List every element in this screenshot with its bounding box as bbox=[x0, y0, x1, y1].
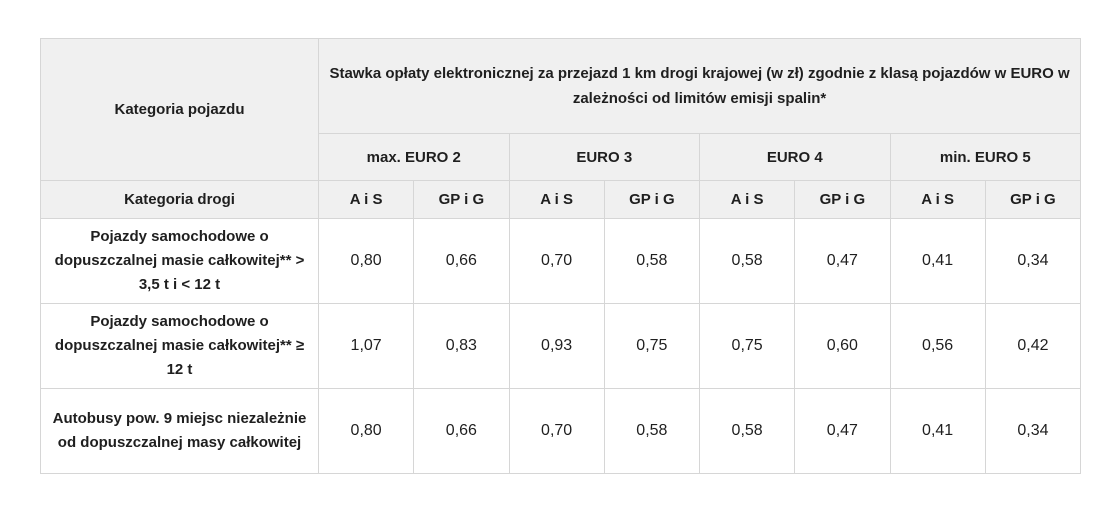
rate-description-header-cell: Stawka opłaty elektronicznej za przejazd… bbox=[317, 38, 1082, 134]
table-row: Pojazdy samochodowe o dopuszczalnej masi… bbox=[40, 303, 1082, 389]
rate-value-cell: 0,34 bbox=[984, 218, 1082, 304]
rate-value-cell: 1,07 bbox=[317, 303, 415, 389]
road-type-header-cell: A i S bbox=[317, 180, 415, 219]
toll-rates-table: Kategoria pojazdu Stawka opłaty elektron… bbox=[40, 38, 1082, 474]
road-type-header-cell: GP i G bbox=[413, 180, 510, 219]
vehicle-category-header-cell: Kategoria pojazdu bbox=[40, 38, 319, 181]
euro-class-header-cell: EURO 4 bbox=[699, 133, 891, 181]
rate-value-cell: 0,41 bbox=[889, 388, 986, 474]
vehicle-category-cell: Pojazdy samochodowe o dopuszczalnej masi… bbox=[40, 218, 319, 304]
road-type-header-cell: GP i G bbox=[794, 180, 891, 219]
rate-value-cell: 0,66 bbox=[413, 388, 510, 474]
rate-value-cell: 0,34 bbox=[984, 388, 1082, 474]
rate-value-cell: 0,75 bbox=[603, 303, 701, 389]
rate-value-cell: 0,93 bbox=[508, 303, 605, 389]
rate-value-cell: 0,75 bbox=[698, 303, 796, 389]
road-type-header-cell: GP i G bbox=[984, 180, 1082, 219]
table-row: Autobusy pow. 9 miejsc niezależnie od do… bbox=[40, 388, 1082, 474]
road-type-header-cell: A i S bbox=[698, 180, 796, 219]
rate-value-cell: 0,58 bbox=[698, 218, 796, 304]
rate-value-cell: 0,60 bbox=[794, 303, 891, 389]
rate-value-cell: 0,80 bbox=[317, 388, 415, 474]
rate-value-cell: 0,66 bbox=[413, 218, 510, 304]
road-type-header-cell: A i S bbox=[889, 180, 986, 219]
rate-value-cell: 0,42 bbox=[984, 303, 1082, 389]
road-type-header-cell: GP i G bbox=[603, 180, 701, 219]
rate-value-cell: 0,58 bbox=[603, 388, 701, 474]
table-row: Pojazdy samochodowe o dopuszczalnej masi… bbox=[40, 218, 1082, 304]
rate-value-cell: 0,47 bbox=[794, 218, 891, 304]
toll-rates-table-container: Kategoria pojazdu Stawka opłaty elektron… bbox=[40, 38, 1082, 474]
euro-class-header-cell: max. EURO 2 bbox=[318, 133, 510, 181]
rate-value-cell: 0,70 bbox=[508, 218, 605, 304]
rate-value-cell: 0,70 bbox=[508, 388, 605, 474]
euro-class-header-cell: min. EURO 5 bbox=[889, 133, 1082, 181]
rate-value-cell: 0,80 bbox=[317, 218, 415, 304]
rate-value-cell: 0,47 bbox=[794, 388, 891, 474]
road-category-header-cell: Kategoria drogi bbox=[40, 180, 319, 219]
vehicle-category-cell: Autobusy pow. 9 miejsc niezależnie od do… bbox=[40, 388, 319, 474]
road-type-header-cell: A i S bbox=[508, 180, 605, 219]
rate-value-cell: 0,83 bbox=[413, 303, 510, 389]
vehicle-category-cell: Pojazdy samochodowe o dopuszczalnej masi… bbox=[40, 303, 319, 389]
euro-class-header-cell: EURO 3 bbox=[508, 133, 700, 181]
rate-value-cell: 0,58 bbox=[603, 218, 701, 304]
table-row: Kategoria drogi A i S GP i G A i S GP i … bbox=[40, 180, 1082, 219]
table-row: Kategoria pojazdu Stawka opłaty elektron… bbox=[40, 38, 1082, 181]
rate-value-cell: 0,58 bbox=[698, 388, 796, 474]
rate-value-cell: 0,41 bbox=[889, 218, 986, 304]
rate-value-cell: 0,56 bbox=[889, 303, 986, 389]
table-row: max. EURO 2 EURO 3 EURO 4 min. EURO 5 bbox=[41, 133, 1082, 181]
